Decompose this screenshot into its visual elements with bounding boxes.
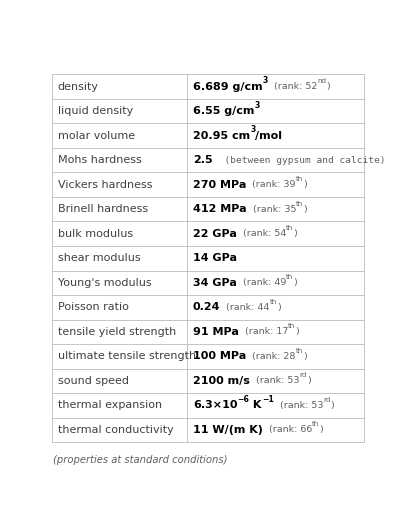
Text: th: th [269, 299, 277, 304]
Text: th: th [311, 421, 319, 427]
Text: (between gypsum and calcite): (between gypsum and calcite) [212, 155, 384, 165]
Text: ): ) [293, 229, 296, 238]
Text: 2100 m/s: 2100 m/s [192, 376, 249, 386]
Text: (rank: 66: (rank: 66 [262, 425, 311, 434]
Text: (properties at standard conditions): (properties at standard conditions) [53, 455, 227, 465]
Text: 14 GPa: 14 GPa [192, 253, 237, 263]
Text: ultimate tensile strength: ultimate tensile strength [58, 351, 195, 361]
Text: 22 GPa: 22 GPa [192, 229, 236, 239]
Text: th: th [295, 348, 302, 354]
Text: 412 MPa: 412 MPa [192, 204, 246, 214]
Text: ): ) [330, 401, 333, 410]
Text: thermal expansion: thermal expansion [58, 401, 162, 411]
Text: density: density [58, 81, 98, 91]
Text: Vickers hardness: Vickers hardness [58, 180, 152, 190]
Text: th: th [295, 176, 303, 182]
Text: (rank: 53: (rank: 53 [273, 401, 322, 410]
Text: 3: 3 [249, 125, 255, 134]
Text: −6: −6 [237, 395, 249, 404]
Text: /mol: /mol [255, 131, 281, 141]
Text: bulk modulus: bulk modulus [58, 229, 132, 239]
Text: 2.5: 2.5 [192, 155, 212, 165]
Text: ): ) [306, 376, 310, 385]
Text: 100 MPa: 100 MPa [192, 351, 245, 361]
Text: th: th [286, 274, 293, 280]
Text: 3: 3 [254, 101, 259, 110]
Text: ): ) [303, 180, 306, 189]
Text: K: K [249, 401, 261, 411]
Text: 0.24: 0.24 [192, 302, 220, 312]
Text: ): ) [303, 205, 306, 214]
Text: (rank: 49: (rank: 49 [236, 278, 286, 287]
Text: molar volume: molar volume [58, 131, 134, 141]
Text: 6.3×10: 6.3×10 [192, 401, 237, 411]
Text: th: th [295, 201, 303, 206]
Text: (rank: 28: (rank: 28 [245, 352, 295, 361]
Text: tensile yield strength: tensile yield strength [58, 327, 175, 337]
Text: Poisson ratio: Poisson ratio [58, 302, 128, 312]
Text: 6.689 g/cm: 6.689 g/cm [192, 81, 262, 91]
Text: ): ) [319, 425, 322, 434]
Text: rd: rd [298, 372, 306, 378]
Text: (rank: 52: (rank: 52 [267, 82, 316, 91]
Text: (rank: 53: (rank: 53 [249, 376, 298, 385]
Text: (rank: 54: (rank: 54 [236, 229, 286, 238]
Text: 20.95 cm: 20.95 cm [192, 131, 249, 141]
Text: thermal conductivity: thermal conductivity [58, 425, 173, 435]
Text: Young's modulus: Young's modulus [58, 278, 151, 288]
Text: ): ) [293, 278, 296, 287]
Text: nd: nd [316, 78, 326, 84]
Text: ): ) [295, 327, 298, 337]
Text: ): ) [277, 303, 280, 312]
Text: ): ) [302, 352, 306, 361]
Text: (rank: 17: (rank: 17 [238, 327, 288, 337]
Text: 34 GPa: 34 GPa [192, 278, 236, 288]
Text: sound speed: sound speed [58, 376, 128, 386]
Text: (rank: 39: (rank: 39 [246, 180, 295, 189]
Text: Brinell hardness: Brinell hardness [58, 204, 147, 214]
Text: 6.55 g/cm: 6.55 g/cm [192, 106, 254, 116]
Text: shear modulus: shear modulus [58, 253, 140, 263]
Text: 91 MPa: 91 MPa [192, 327, 238, 337]
Text: 11 W/(m K): 11 W/(m K) [192, 425, 262, 435]
Text: 3: 3 [262, 77, 267, 86]
Text: ): ) [326, 82, 329, 91]
Text: rd: rd [322, 397, 330, 403]
Text: (rank: 35: (rank: 35 [246, 205, 295, 214]
Text: (rank: 44: (rank: 44 [220, 303, 269, 312]
Text: Mohs hardness: Mohs hardness [58, 155, 141, 165]
Text: th: th [286, 225, 293, 231]
Text: 270 MPa: 270 MPa [192, 180, 246, 190]
Text: liquid density: liquid density [58, 106, 132, 116]
Text: th: th [288, 323, 295, 329]
Text: −1: −1 [261, 395, 273, 404]
